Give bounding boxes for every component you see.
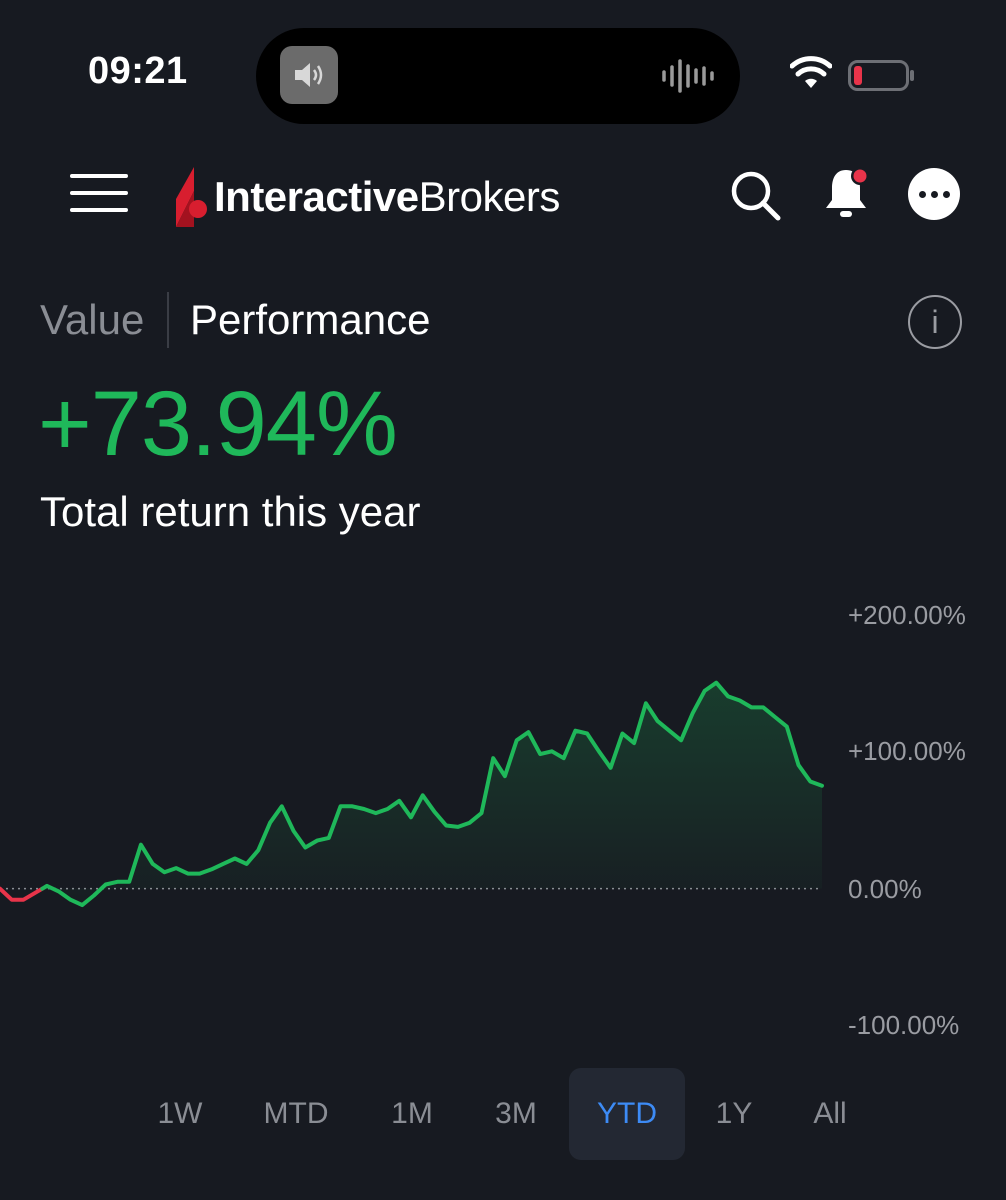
- bell-icon[interactable]: [822, 164, 874, 222]
- audio-wave-icon: [662, 59, 714, 93]
- series-line-positive: [40, 680, 824, 908]
- logo-text: InteractiveBrokers: [214, 173, 560, 221]
- period-all[interactable]: All: [813, 1097, 847, 1130]
- more-dot: [930, 190, 938, 198]
- period-1m[interactable]: 1M: [391, 1097, 433, 1130]
- total-return-label: Total return this year: [40, 488, 421, 535]
- battery-icon: [848, 60, 914, 91]
- period-1y[interactable]: 1Y: [715, 1097, 753, 1130]
- more-icon: [918, 190, 926, 198]
- hamburger-line: [70, 191, 128, 195]
- status-time: 09:21: [88, 50, 188, 92]
- logo-text-bold: Interactive: [214, 173, 419, 220]
- logo-mark-icon: [176, 167, 207, 227]
- y-tick-label: +200.00%: [848, 600, 966, 630]
- y-tick-label: 0.00%: [848, 874, 922, 904]
- more-dot: [942, 190, 950, 198]
- series-line-negative: [0, 886, 45, 902]
- hamburger-icon: [70, 174, 128, 178]
- speaker-icon: [280, 46, 338, 104]
- more-button[interactable]: [908, 168, 960, 220]
- period-selector: 1W MTD 1M 3M YTD 1Y All: [0, 1068, 1006, 1160]
- tab-value[interactable]: Value: [40, 296, 145, 343]
- wifi-icon: [790, 56, 832, 88]
- tab-divider: [167, 292, 169, 348]
- menu-button[interactable]: [70, 174, 128, 212]
- hamburger-line: [70, 208, 128, 212]
- period-mtd[interactable]: MTD: [263, 1097, 329, 1130]
- period-1w[interactable]: 1W: [157, 1097, 203, 1130]
- performance-chart[interactable]: [0, 580, 1006, 1060]
- chart-area-fill: [42, 682, 823, 906]
- period-ytd[interactable]: YTD: [569, 1068, 685, 1160]
- logo-text-regular: Brokers: [418, 173, 561, 220]
- y-tick-label: -100.00%: [848, 1010, 960, 1040]
- brand-logo: InteractiveBrokers: [172, 162, 560, 232]
- total-return-value: +73.94%: [38, 373, 398, 475]
- dynamic-island: [256, 28, 740, 124]
- y-tick-label: +100.00%: [848, 736, 966, 766]
- tab-performance[interactable]: Performance: [190, 296, 431, 343]
- period-3m[interactable]: 3M: [495, 1097, 537, 1130]
- search-icon[interactable]: [728, 168, 784, 224]
- info-icon[interactable]: i: [908, 295, 962, 349]
